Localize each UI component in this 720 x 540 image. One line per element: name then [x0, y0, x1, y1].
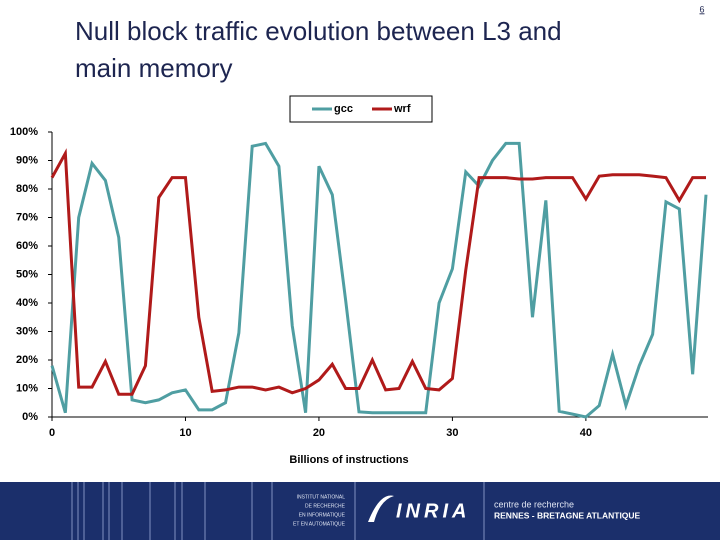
- plot: 0% 10% 20% 30% 40% 50% 60% 70% 80% 90% 100% 0 10 20 30…: [10, 103, 708, 466]
- y-tick-label: 40%: [16, 297, 38, 309]
- legend-box: [289, 95, 433, 123]
- logo-mark: [368, 495, 394, 522]
- y-tick-label: 10%: [16, 382, 38, 394]
- footer-decoration: [71, 482, 485, 540]
- series-line: [50, 148, 706, 396]
- y-tick-label: 50%: [16, 268, 38, 280]
- x-tick-label: 30: [446, 427, 458, 439]
- y-tick-label: 0%: [22, 411, 38, 423]
- y-tick-label: 30%: [16, 325, 38, 337]
- centre-text: centre de recherche: [494, 499, 574, 509]
- logo-text: INRIA: [396, 500, 470, 522]
- y-tick-label: 80%: [16, 183, 38, 195]
- slide-title: main memory: [75, 53, 232, 83]
- x-axis-label: Billions of instructions: [289, 454, 408, 466]
- slide-title: Null block traffic evolution between L3 …: [75, 16, 562, 46]
- institute-line: ET EN AUTOMATIQUE: [293, 521, 346, 527]
- x-tick-label: 20: [313, 427, 325, 439]
- institute-line: DE RECHERCHE: [305, 503, 346, 509]
- y-tick-label: 100%: [10, 126, 38, 138]
- footer-band: [0, 482, 720, 540]
- institute-text: INSTITUT NATIONAL DE RECHERCHE EN INFORM…: [293, 494, 346, 527]
- page-number: 6: [699, 4, 704, 14]
- series-line: [50, 141, 708, 419]
- x-tick-label: 0: [49, 427, 55, 439]
- y-tick-label: 20%: [16, 354, 38, 366]
- institute-line: EN INFORMATIQUE: [299, 512, 346, 518]
- x-tick-label: 40: [580, 427, 592, 439]
- y-tick-label: 60%: [16, 240, 38, 252]
- institute-line: INSTITUT NATIONAL: [297, 494, 346, 500]
- y-tick-label: 90%: [16, 154, 38, 166]
- location-text: RENNES - BRETAGNE ATLANTIQUE: [494, 510, 641, 520]
- x-tick-label: 10: [179, 427, 191, 439]
- legend-label: wrf: [393, 103, 411, 115]
- y-tick-label: 70%: [16, 211, 38, 223]
- legend-label: gcc: [334, 103, 353, 115]
